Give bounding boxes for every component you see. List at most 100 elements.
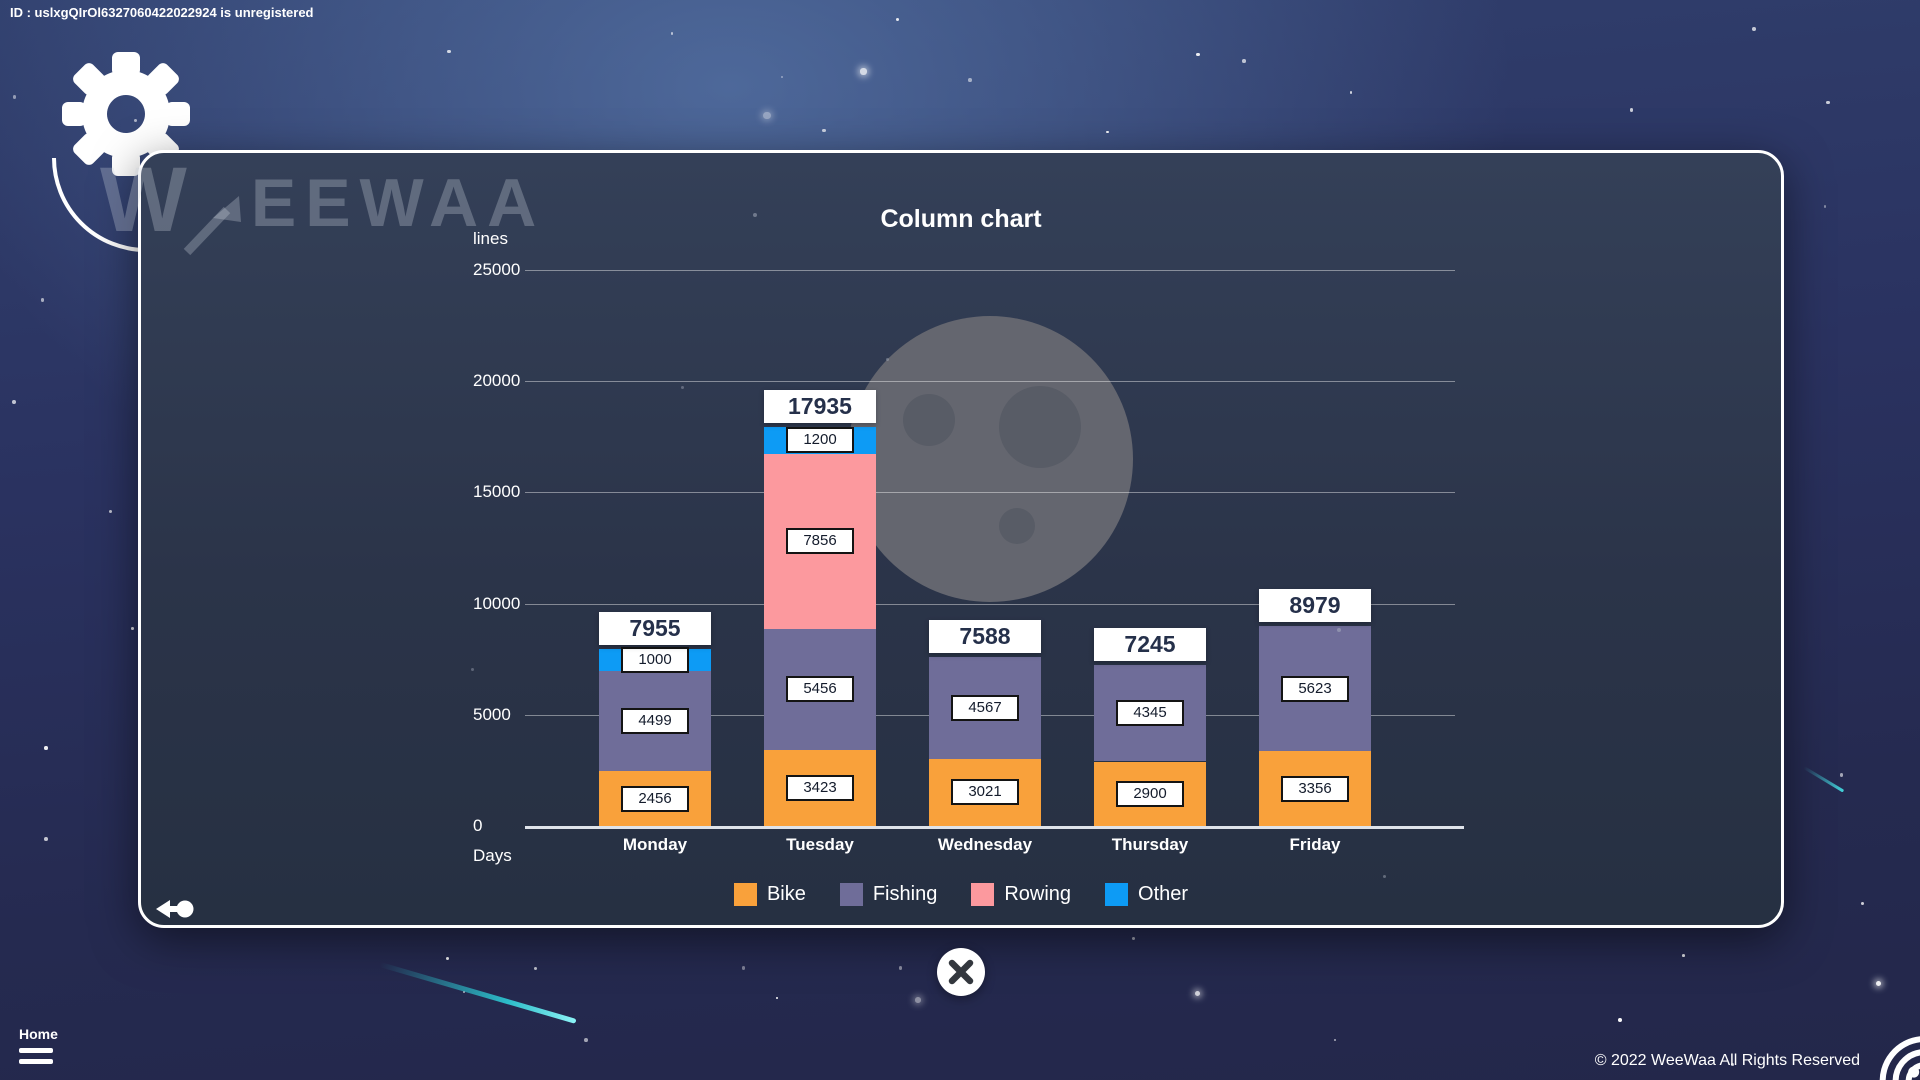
x-axis-line bbox=[525, 826, 1464, 829]
y-gridline bbox=[525, 381, 1455, 383]
legend-item-bike[interactable]: Bike bbox=[733, 883, 806, 906]
bar-total-label: 7588 bbox=[929, 620, 1041, 654]
segment-value-label: 1200 bbox=[786, 427, 854, 454]
legend-swatch-icon bbox=[733, 883, 757, 906]
close-button[interactable] bbox=[937, 948, 985, 996]
star bbox=[133, 118, 138, 123]
star bbox=[447, 49, 451, 53]
chart-panel: Column chart lines Days 25000 20000 15000 1… bbox=[138, 150, 1784, 928]
star bbox=[1618, 1018, 1623, 1023]
legend-label: Fishing bbox=[872, 883, 938, 905]
bar-total-label: 8979 bbox=[1259, 589, 1371, 623]
star bbox=[741, 966, 746, 970]
moon-illustration bbox=[847, 316, 1133, 602]
star bbox=[895, 17, 899, 21]
y-tick-label: 0 bbox=[473, 816, 483, 835]
star bbox=[1194, 990, 1200, 997]
segment-value-label: 3021 bbox=[951, 779, 1019, 806]
y-axis-title: lines bbox=[473, 229, 508, 248]
copyright-text: © 2022 WeeWaa All Rights Reserved bbox=[1594, 1052, 1860, 1069]
star bbox=[915, 997, 921, 1004]
signal-logo-icon bbox=[1879, 1036, 1920, 1080]
star bbox=[1823, 205, 1827, 208]
back-arrow-icon bbox=[156, 900, 194, 918]
segment-value-label: 3356 bbox=[1281, 775, 1349, 802]
panel-star-dot bbox=[753, 213, 757, 217]
home-label: Home bbox=[19, 1026, 58, 1042]
x-tick-label-wednesday: Wednesday bbox=[937, 835, 1033, 854]
legend-item-other[interactable]: Other bbox=[1105, 883, 1188, 906]
moon-crater bbox=[999, 508, 1035, 544]
star bbox=[108, 509, 113, 514]
star bbox=[763, 111, 771, 119]
y-gridline bbox=[525, 270, 1455, 271]
star bbox=[533, 966, 537, 970]
panel-star-dot bbox=[886, 358, 889, 361]
legend-item-rowing[interactable]: Rowing bbox=[971, 883, 1071, 906]
y-tick-label: 20000 bbox=[473, 371, 521, 391]
star bbox=[1875, 981, 1881, 987]
y-gridline bbox=[525, 603, 1455, 605]
star bbox=[781, 76, 784, 79]
chart-legend: Bike Fishing Rowing Other bbox=[141, 883, 1781, 906]
hamburger-icon bbox=[19, 1059, 53, 1064]
y-gridline bbox=[525, 492, 1455, 494]
star bbox=[1629, 108, 1634, 112]
segment-value-label: 2900 bbox=[1116, 780, 1184, 807]
legend-item-fishing[interactable]: Fishing bbox=[839, 883, 938, 906]
logo-brand-text: EEWAA bbox=[250, 165, 546, 241]
legend-swatch-icon bbox=[1105, 883, 1129, 906]
star bbox=[1681, 954, 1685, 957]
logo-arrow-icon bbox=[183, 196, 241, 256]
segment-value-label: 4567 bbox=[951, 695, 1019, 722]
logo-monogram: W bbox=[100, 149, 187, 251]
x-tick-label-thursday: Thursday bbox=[1111, 835, 1189, 854]
legend-label: Bike bbox=[766, 883, 806, 905]
star bbox=[1839, 773, 1844, 778]
segment-value-label: 5623 bbox=[1281, 675, 1349, 702]
star bbox=[1349, 91, 1353, 94]
y-tick-label: 10000 bbox=[473, 593, 521, 613]
star bbox=[44, 746, 48, 750]
shooting-star-small bbox=[1803, 766, 1845, 793]
star bbox=[584, 1038, 589, 1043]
panel-star-dot bbox=[471, 668, 474, 671]
back-button[interactable] bbox=[156, 896, 196, 922]
moon-crater bbox=[999, 386, 1081, 468]
chart-title: Column chart bbox=[880, 205, 1042, 233]
y-tick-label: 5000 bbox=[473, 704, 511, 724]
star bbox=[1131, 936, 1136, 941]
segment-value-label: 4345 bbox=[1116, 700, 1184, 727]
legend-label: Other bbox=[1138, 883, 1189, 905]
star bbox=[1106, 130, 1109, 133]
star bbox=[1333, 1039, 1337, 1042]
moon-crater bbox=[903, 394, 955, 446]
star bbox=[1242, 59, 1246, 63]
star bbox=[12, 95, 17, 99]
segment-value-label: 7856 bbox=[786, 528, 854, 555]
segment-value-label: 4499 bbox=[621, 708, 689, 735]
star bbox=[670, 32, 674, 36]
star bbox=[130, 627, 134, 630]
y-tick-label: 25000 bbox=[473, 260, 521, 279]
license-id-text: ID : uslxgQIrOl6327060422022924 is unreg… bbox=[10, 5, 314, 20]
star bbox=[898, 966, 903, 970]
logo-wordmark: W EEWAA bbox=[100, 149, 546, 258]
panel-star-dot bbox=[681, 386, 684, 389]
star bbox=[12, 400, 16, 405]
segment-value-label: 2456 bbox=[621, 785, 689, 812]
gear-icon bbox=[62, 52, 190, 176]
star bbox=[1860, 901, 1864, 905]
panel-star-dot bbox=[1337, 628, 1341, 632]
star bbox=[1826, 100, 1830, 105]
close-icon bbox=[948, 959, 974, 985]
legend-swatch-icon bbox=[971, 883, 995, 906]
star bbox=[1752, 27, 1756, 31]
star bbox=[822, 128, 826, 132]
segment-value-label: 5456 bbox=[786, 676, 854, 703]
star bbox=[775, 997, 779, 1000]
x-tick-label-tuesday: Tuesday bbox=[786, 835, 854, 854]
y-tick-label: 15000 bbox=[473, 482, 521, 502]
x-tick-label-monday: Monday bbox=[622, 835, 688, 854]
home-menu[interactable]: Home bbox=[19, 1026, 58, 1064]
